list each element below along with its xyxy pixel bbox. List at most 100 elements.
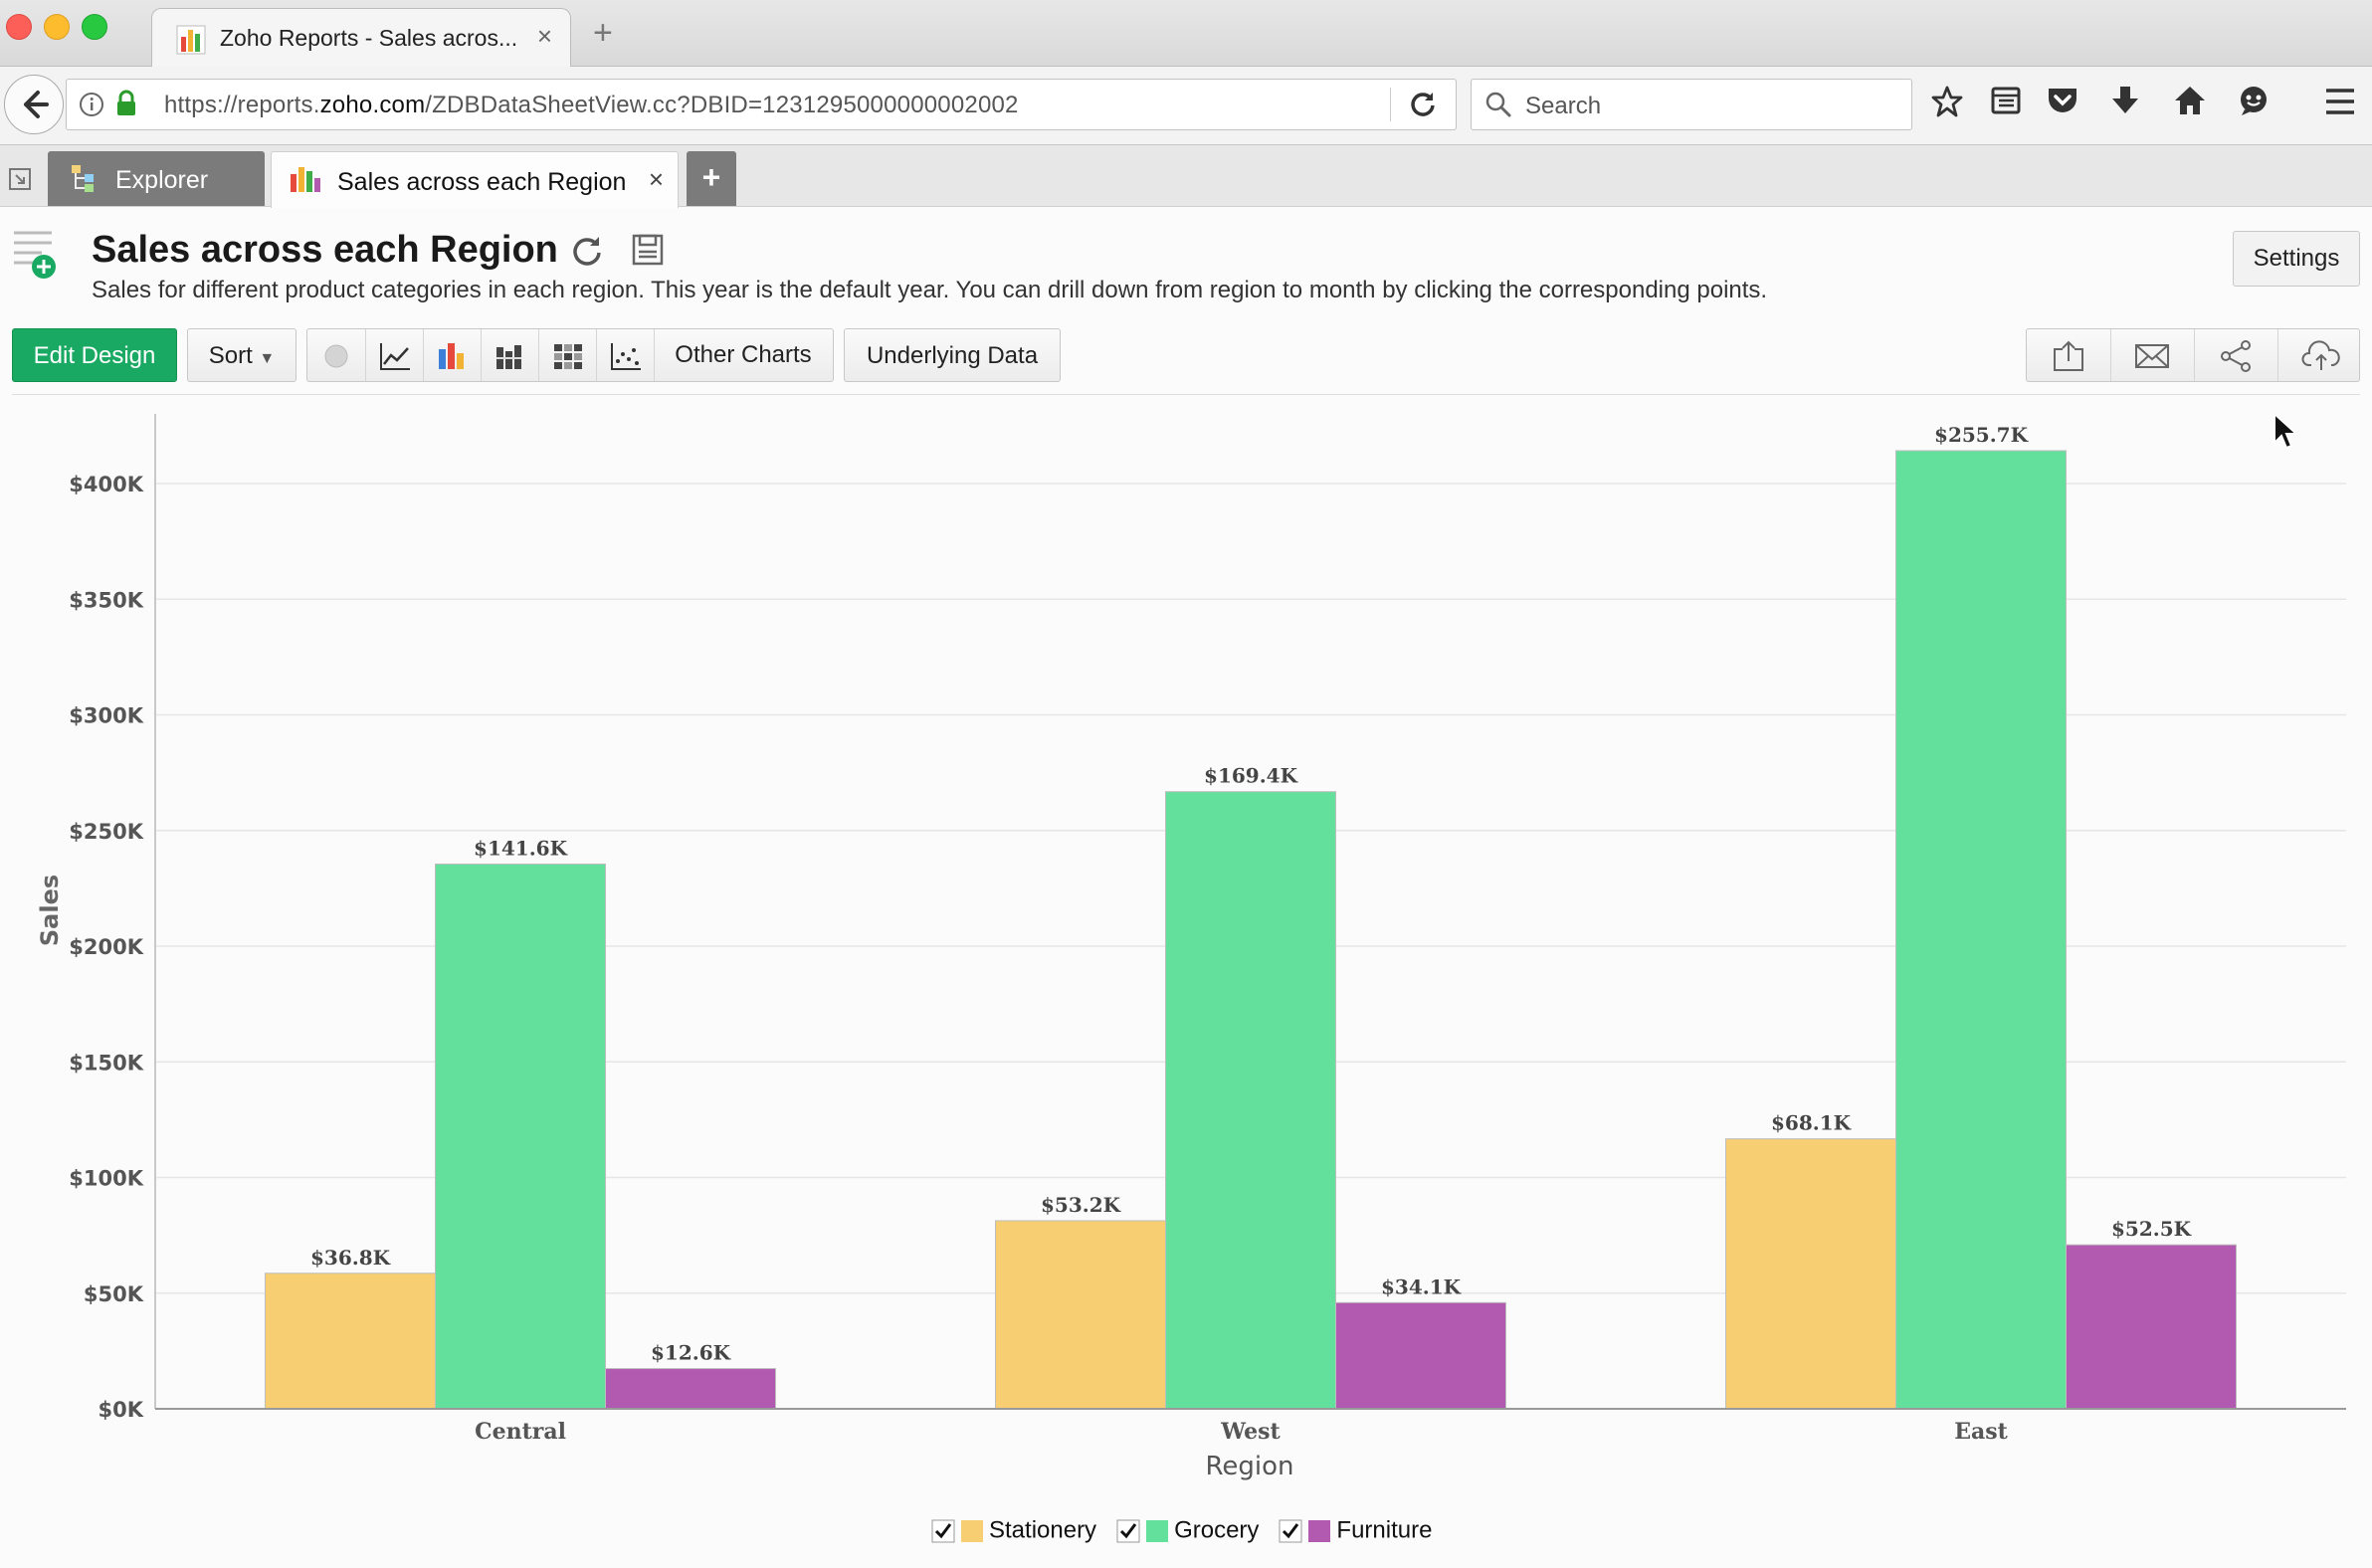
add-view-icon[interactable] [12, 227, 60, 283]
window-minimize-button[interactable] [44, 14, 70, 40]
line-chart-type-button[interactable] [365, 329, 424, 381]
download-icon[interactable] [2109, 85, 2141, 118]
hamburger-menu-icon[interactable] [2324, 87, 2356, 116]
search-placeholder: Search [1525, 93, 1602, 119]
window-maximize-button[interactable] [82, 14, 107, 40]
email-button[interactable] [2110, 329, 2195, 381]
reading-list-icon[interactable] [1990, 85, 2022, 116]
publish-cloud-button[interactable] [2277, 329, 2361, 381]
data-label: $52.5K [2111, 1217, 2192, 1241]
browser-tab[interactable]: Zoho Reports - Sales acros... × [151, 8, 571, 67]
share-icon [2221, 340, 2251, 372]
bar-furniture-central[interactable] [605, 1368, 776, 1410]
url-bar[interactable]: https://reports.zoho.com/ZDBDataSheetVie… [66, 79, 1457, 130]
x-tick-label-west[interactable]: West [1220, 1419, 1281, 1445]
bar-chart-icon [288, 164, 321, 194]
window-close-button[interactable] [6, 14, 32, 40]
legend-label: Stationery [989, 1516, 1097, 1544]
bar-stationery-central[interactable] [265, 1273, 436, 1410]
heatmap-icon [554, 344, 582, 369]
browser-tab-close-icon[interactable]: × [536, 21, 552, 51]
back-arrow-icon [24, 91, 49, 118]
legend-swatch [961, 1519, 983, 1542]
chat-icon[interactable] [2237, 85, 2271, 116]
pie-chart-icon [324, 344, 348, 368]
checkbox-checked-icon[interactable] [931, 1519, 955, 1543]
data-label: $34.1K [1381, 1274, 1462, 1298]
reload-icon[interactable] [1408, 90, 1438, 119]
chart-data-labels: $36.8K $141.6K $12.6K $53.2K $169.4K $34.1K $6… [310, 423, 2192, 1365]
sales-bar-chart: $0K $50K $100K $150K $200K $250K $300K $350K $40… [36, 414, 2346, 1481]
legend-item-stationery[interactable]: Stationery [931, 1516, 1096, 1545]
scatter-chart-type-button[interactable] [596, 329, 655, 381]
refresh-icon[interactable] [569, 233, 605, 269]
share-toolbar [2026, 328, 2360, 382]
bar-stationery-west[interactable] [995, 1220, 1166, 1410]
heatmap-chart-type-button[interactable] [538, 329, 597, 381]
bar-furniture-east[interactable] [2066, 1244, 2237, 1410]
underlying-data-button[interactable]: Underlying Data [844, 328, 1061, 382]
checkbox-checked-icon[interactable] [1279, 1519, 1302, 1543]
collapse-panel-icon[interactable] [8, 167, 32, 191]
bar-grocery-east[interactable] [1895, 450, 2067, 1410]
tab-report-label: Sales across each Region [337, 168, 627, 196]
report-description: Sales for different product categories i… [92, 277, 1768, 303]
search-icon [1483, 90, 1513, 119]
pocket-icon[interactable] [2046, 85, 2079, 116]
sort-dropdown[interactable]: Sort ▼ [187, 328, 296, 382]
tab-close-icon[interactable]: × [648, 164, 664, 194]
tab-explorer[interactable]: Explorer [48, 151, 265, 206]
bookmark-star-icon[interactable] [1930, 85, 1964, 118]
x-axis-title: Region [1205, 1452, 1293, 1481]
pie-chart-type-button[interactable] [307, 329, 366, 381]
export-button[interactable] [2027, 329, 2111, 381]
chart-bars [265, 450, 2237, 1410]
legend-item-furniture[interactable]: Furniture [1279, 1516, 1432, 1545]
y-tick-label: $100K [69, 1167, 143, 1191]
explorer-tree-icon [70, 163, 99, 193]
legend-label: Furniture [1336, 1516, 1433, 1544]
email-icon [2135, 344, 2169, 368]
bar-chart-type-button[interactable] [423, 329, 482, 381]
x-tick-label-east[interactable]: East [1954, 1419, 2008, 1445]
save-icon[interactable] [631, 233, 665, 267]
data-label: $141.6K [474, 836, 568, 860]
cloud-upload-icon [2301, 340, 2340, 370]
other-charts-button[interactable]: Other Charts [675, 341, 812, 368]
stacked-bar-chart-type-button[interactable] [481, 329, 539, 381]
add-tab-button[interactable]: + [687, 151, 736, 206]
bar-stationery-east[interactable] [1725, 1138, 1896, 1410]
line-chart-icon [380, 343, 410, 370]
tab-sales-across-each-region[interactable]: Sales across each Region × [271, 151, 679, 208]
caret-down-icon: ▼ [259, 350, 276, 367]
browser-navbar: https://reports.zoho.com/ZDBDataSheetVie… [0, 67, 2372, 145]
app-tab-bar: Explorer Sales across each Region × + [0, 145, 2372, 208]
search-bar[interactable]: Search [1471, 79, 1912, 130]
data-label: $12.6K [651, 1341, 731, 1365]
data-label: $36.8K [310, 1246, 391, 1270]
y-tick-label: $350K [69, 588, 143, 612]
x-tick-label-central[interactable]: Central [475, 1419, 566, 1445]
share-button[interactable] [2194, 329, 2278, 381]
legend-item-grocery[interactable]: Grocery [1116, 1516, 1259, 1545]
settings-button[interactable]: Settings [2233, 231, 2360, 287]
bar-grocery-west[interactable] [1165, 791, 1336, 1410]
checkbox-checked-icon[interactable] [1116, 1519, 1140, 1543]
site-info-icon[interactable] [79, 92, 104, 117]
data-label: $169.4K [1204, 764, 1298, 788]
home-icon[interactable] [2173, 85, 2207, 116]
lock-icon [114, 90, 138, 117]
bar-chart-color-icon [439, 343, 464, 369]
toolbar-separator [12, 394, 2360, 395]
tab-explorer-label: Explorer [115, 166, 209, 194]
y-tick-label: $400K [69, 473, 143, 496]
back-button[interactable] [4, 75, 64, 134]
new-tab-plus-icon[interactable]: + [593, 14, 613, 52]
bar-furniture-west[interactable] [1335, 1301, 1506, 1410]
legend-swatch [1308, 1519, 1331, 1542]
sort-label: Sort [208, 342, 253, 369]
legend-swatch [1146, 1519, 1169, 1542]
url-text[interactable]: https://reports.zoho.com/ZDBDataSheetVie… [164, 92, 1019, 118]
edit-design-button[interactable]: Edit Design [12, 328, 177, 382]
bar-grocery-central[interactable] [435, 863, 606, 1410]
